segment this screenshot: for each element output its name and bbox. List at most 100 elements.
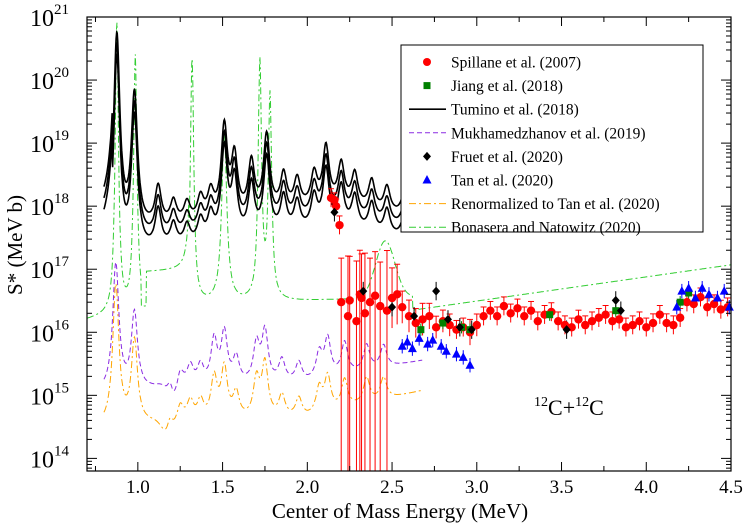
fruet-point: [432, 286, 441, 296]
jiang-point: [676, 298, 684, 306]
legend-label: Fruet et al. (2020): [451, 149, 563, 166]
spillane-point: [360, 309, 370, 318]
y-tick-base: 10: [30, 69, 54, 95]
x-tick-label: 3.5: [550, 477, 574, 498]
tan-point: [436, 341, 446, 350]
fruet-point: [388, 302, 397, 312]
spillane-point: [492, 311, 502, 321]
spillane-point: [499, 301, 509, 311]
legend-label: Jiang et al. (2018): [451, 78, 563, 95]
legend: Spillane et al. (2007) Jiang et al. (2018…: [400, 44, 704, 237]
tan-point: [684, 283, 694, 292]
spillane-point: [614, 315, 624, 324]
spillane-point: [431, 323, 441, 332]
spillane-point: [574, 315, 583, 324]
spillane-point: [621, 323, 631, 332]
legend-marker-jiang: [423, 82, 431, 90]
spillane-point: [662, 318, 671, 328]
legend-marker-tan: [422, 175, 432, 184]
spillane-point: [533, 316, 542, 326]
fruet-point: [410, 311, 419, 321]
legend-label: Tumino et al. (2018): [451, 102, 579, 119]
spillane-point: [343, 311, 353, 321]
spillane-point: [628, 320, 637, 330]
tan-point: [402, 337, 412, 346]
x-axis-label: Center of Mass Energy (MeV): [272, 499, 528, 523]
jiang-point: [546, 311, 554, 319]
spillane-point: [587, 316, 597, 326]
legend-box: [400, 44, 704, 233]
spillane-point: [716, 305, 726, 314]
x-tick-label: 1.5: [211, 477, 235, 498]
spillane-point: [357, 293, 366, 303]
y-axis-label: S* (MeV b): [3, 195, 27, 295]
tan-point: [719, 286, 729, 295]
y-tick-label: 1014: [30, 443, 70, 473]
spillane-point: [331, 201, 341, 211]
annotation-element-b: C: [589, 395, 604, 420]
tan-point: [712, 292, 722, 302]
tumino-curve-central: [103, 41, 413, 225]
y-tick-label: 1015: [30, 380, 69, 410]
reaction-annotation: 12C+12C: [534, 395, 604, 420]
tan-point: [697, 283, 707, 292]
tan-point: [704, 289, 714, 298]
y-tick-exponent: 20: [54, 65, 69, 81]
spillane-point: [411, 318, 420, 328]
y-tick-exponent: 14: [54, 443, 70, 459]
jiang-point: [685, 289, 693, 297]
fruet-point: [611, 295, 620, 305]
spillane-point: [520, 311, 529, 321]
y-tick-label: 1016: [30, 317, 70, 347]
tan-point: [672, 302, 682, 311]
tan-point: [690, 292, 700, 302]
spillane-point: [472, 320, 481, 330]
spillane-point: [404, 311, 414, 321]
spillane-point: [335, 220, 344, 230]
jiang-point: [417, 326, 425, 334]
spillane-point: [345, 296, 354, 305]
annotation-element-a: C: [548, 395, 563, 420]
y-tick-label: 1020: [30, 65, 69, 95]
fruet-point: [359, 286, 368, 296]
spillane-point: [689, 299, 698, 309]
renormalized-curve: [103, 282, 423, 430]
x-tick-label: 4.0: [634, 477, 658, 498]
legend-label: Tan et al. (2020): [451, 173, 553, 190]
spillane-point: [392, 290, 402, 299]
y-tick-base: 10: [30, 447, 54, 473]
legend-marker-spillane: [423, 58, 431, 66]
x-tick-label: 2.5: [380, 477, 404, 498]
legend-label: Spillane et al. (2007): [451, 55, 581, 72]
spillane-point: [608, 316, 617, 326]
spillane-point: [655, 310, 665, 319]
spillane-point: [642, 323, 651, 332]
annotation-plus: +: [563, 395, 575, 420]
spillane-point: [553, 316, 563, 326]
tan-point: [458, 352, 468, 361]
bonasera-curve: [86, 22, 731, 319]
y-tick-exponent: 21: [54, 2, 69, 18]
legend-label: Renormalized to Tan et al. (2020): [451, 196, 660, 213]
tan-point: [414, 333, 424, 342]
y-tick-exponent: 18: [54, 191, 69, 207]
legend-label: Mukhamedzhanov et al. (2019): [451, 125, 646, 142]
tan-point: [407, 343, 417, 353]
x-tick-label: 1.0: [126, 477, 150, 498]
y-tick-exponent: 16: [54, 317, 70, 333]
legend-marker-fruet: [423, 151, 431, 161]
jiang-point: [439, 319, 447, 327]
spillane-point: [648, 318, 658, 328]
spillane-point: [581, 320, 590, 330]
fruet-point: [467, 325, 476, 335]
y-tick-base: 10: [30, 6, 54, 32]
y-tick-base: 10: [30, 258, 54, 284]
spillane-point: [601, 310, 610, 319]
y-tick-base: 10: [30, 132, 54, 158]
spillane-point: [682, 297, 692, 307]
plot-frame: [86, 16, 732, 472]
tan-point: [677, 286, 687, 295]
spillane-point: [398, 302, 407, 312]
x-tick-label: 2.0: [295, 477, 319, 498]
tan-point: [451, 349, 461, 358]
